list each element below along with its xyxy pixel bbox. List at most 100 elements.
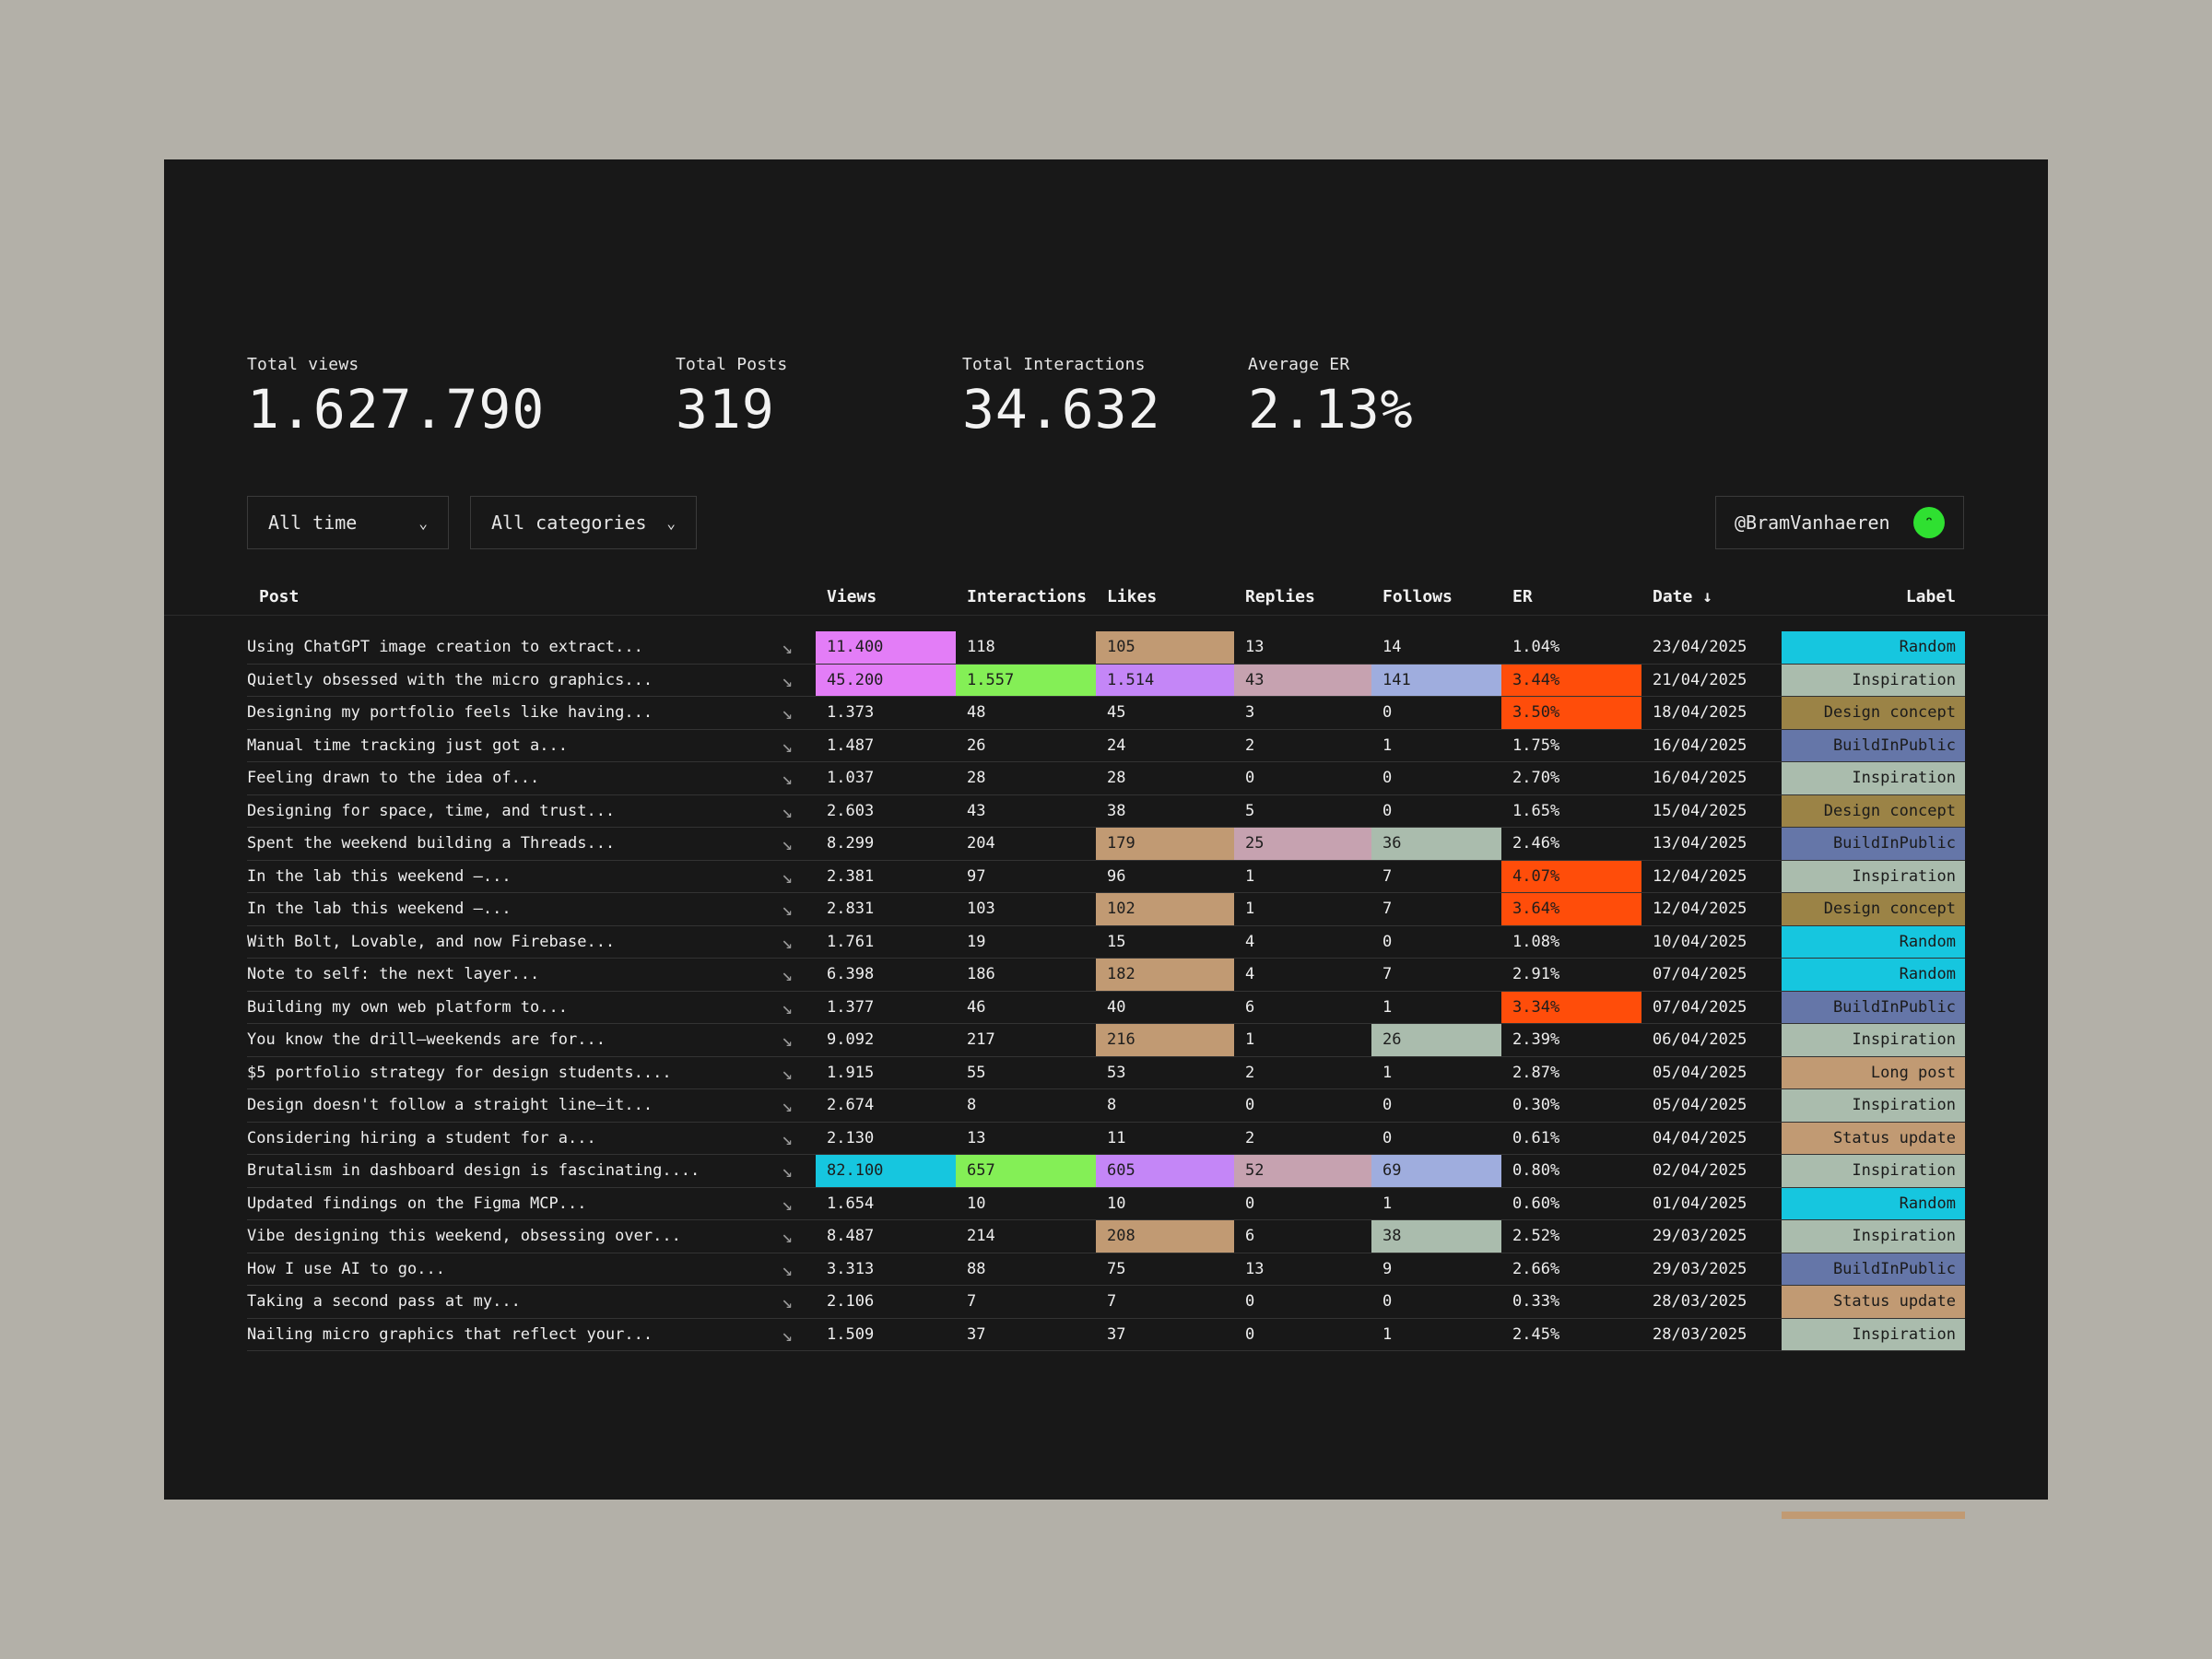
label-badge[interactable]: Design concept (1782, 794, 1965, 827)
table-row[interactable]: Updated findings on the Figma MCP... ↘ 1.6… (247, 1187, 1965, 1220)
post-title[interactable]: Designing my portfolio feels like having… (247, 703, 653, 722)
table-row[interactable]: Manual time tracking just got a... ↘ 1.487… (247, 729, 1965, 762)
column-header-date[interactable]: Date ↓ (1653, 587, 1713, 606)
post-title[interactable]: Quietly obsessed with the micro graphics… (247, 670, 653, 689)
label-badge[interactable]: BuildInPublic (1782, 729, 1965, 761)
table-row[interactable]: You know the drill—weekends are for... ↘ 9… (247, 1024, 1965, 1057)
post-title[interactable]: With Bolt, Lovable, and now Firebase... (247, 932, 616, 951)
category-filter-dropdown[interactable]: All categories ⌄ (470, 496, 697, 549)
post-title[interactable]: Updated findings on the Figma MCP... (247, 1194, 587, 1213)
table-row[interactable]: Designing my portfolio feels like having… (247, 697, 1965, 730)
arrow-down-right-icon[interactable]: ↘ (782, 963, 794, 985)
label-badge[interactable]: Design concept (1782, 697, 1965, 729)
table-row[interactable]: Spent the weekend building a Threads... ↘… (247, 828, 1965, 861)
post-title[interactable]: Taking a second pass at my... (247, 1292, 521, 1311)
table-row[interactable]: In the lab this weekend —... ↘ 2.831 103 102… (247, 893, 1965, 926)
arrow-down-right-icon[interactable]: ↘ (782, 1225, 794, 1247)
label-badge[interactable]: Random (1782, 1187, 1965, 1219)
arrow-down-right-icon[interactable]: ↘ (782, 1192, 794, 1215)
table-row[interactable]: Taking a second pass at my... ↘ 2.106 7 7 0 0 0… (247, 1286, 1965, 1319)
arrow-down-right-icon[interactable]: ↘ (782, 865, 794, 888)
post-title[interactable]: In the lab this weekend —... (247, 866, 512, 886)
account-button[interactable]: @BramVanhaeren ᵔ (1715, 496, 1964, 549)
post-title[interactable]: Brutalism in dashboard design is fascina… (247, 1161, 700, 1180)
table-row[interactable]: In the lab this weekend —... ↘ 2.381 97 96 1 7… (247, 860, 1965, 893)
label-badge[interactable]: Random (1782, 925, 1965, 958)
table-row[interactable]: Quietly obsessed with the micro graphics… (247, 664, 1965, 697)
label-badge[interactable]: Inspiration (1782, 860, 1965, 892)
post-title[interactable]: $5 portfolio strategy for design student… (247, 1063, 672, 1082)
label-badge[interactable]: Inspiration (1782, 1318, 1965, 1350)
table-row[interactable]: Feeling drawn to the idea of... ↘ 1.037 28 2… (247, 762, 1965, 795)
column-header-label[interactable]: Label (1905, 587, 1956, 606)
table-row[interactable]: Vibe designing this weekend, obsessing o… (247, 1220, 1965, 1253)
arrow-down-right-icon[interactable]: ↘ (782, 636, 794, 658)
label-badge[interactable]: Random (1782, 631, 1965, 664)
arrow-down-right-icon[interactable]: ↘ (782, 832, 794, 854)
table-row[interactable]: Using ChatGPT image creation to extract.… (247, 631, 1965, 665)
arrow-down-right-icon[interactable]: ↘ (782, 1061, 794, 1084)
post-title[interactable]: Manual time tracking just got a... (247, 735, 568, 755)
table-row[interactable]: How I use AI to go... ↘ 3.313 88 75 13 9 2.66% 2… (247, 1253, 1965, 1286)
label-badge[interactable]: BuildInPublic (1782, 991, 1965, 1023)
post-title[interactable]: In the lab this weekend —... (247, 900, 512, 918)
column-header-views[interactable]: Views (827, 587, 877, 606)
post-title[interactable]: Using ChatGPT image creation to extract.… (247, 638, 643, 656)
arrow-down-right-icon[interactable]: ↘ (782, 1290, 794, 1312)
table-row[interactable]: $5 portfolio strategy for design student… (247, 1056, 1965, 1089)
post-title[interactable]: How I use AI to go... (247, 1259, 445, 1278)
post-title[interactable]: Design doesn't follow a straight line—it… (247, 1096, 653, 1114)
post-title[interactable]: Feeling drawn to the idea of... (247, 769, 540, 787)
label-badge[interactable]: Inspiration (1782, 762, 1965, 794)
column-header-interactions[interactable]: Interactions (967, 587, 1088, 606)
post-title[interactable]: You know the drill—weekends are for... (247, 1030, 606, 1049)
arrow-down-right-icon[interactable]: ↘ (782, 898, 794, 920)
label-badge[interactable]: Random (1782, 959, 1965, 991)
post-title[interactable]: Nailing micro graphics that reflect your… (247, 1324, 653, 1344)
label-badge[interactable]: Status update (1782, 1286, 1965, 1318)
time-filter-dropdown[interactable]: All time ⌄ (247, 496, 449, 549)
arrow-down-right-icon[interactable]: ↘ (782, 1323, 794, 1346)
table-row[interactable]: Design doesn't follow a straight line—it… (247, 1089, 1965, 1123)
column-header-replies[interactable]: Replies (1245, 587, 1315, 606)
label-badge[interactable]: Inspiration (1782, 1024, 1965, 1056)
arrow-down-right-icon[interactable]: ↘ (782, 701, 794, 724)
table-row[interactable]: Note to self: the next layer... ↘ 6.398 186… (247, 959, 1965, 992)
table-row[interactable]: With Bolt, Lovable, and now Firebase... ↘… (247, 925, 1965, 959)
column-header-post[interactable]: Post (259, 587, 300, 606)
arrow-down-right-icon[interactable]: ↘ (782, 1029, 794, 1051)
post-title[interactable]: Vibe designing this weekend, obsessing o… (247, 1227, 681, 1245)
arrow-down-right-icon[interactable]: ↘ (782, 734, 794, 757)
arrow-down-right-icon[interactable]: ↘ (782, 799, 794, 822)
arrow-down-right-icon[interactable]: ↘ (782, 1094, 794, 1116)
arrow-down-right-icon[interactable]: ↘ (782, 668, 794, 691)
table-row[interactable]: Building my own web platform to... ↘ 1.377… (247, 991, 1965, 1024)
arrow-down-right-icon[interactable]: ↘ (782, 1257, 794, 1280)
label-badge[interactable]: Inspiration (1782, 1220, 1965, 1253)
label-badge[interactable]: Inspiration (1782, 1089, 1965, 1122)
label-badge[interactable]: BuildInPublic (1782, 828, 1965, 860)
arrow-down-right-icon[interactable]: ↘ (782, 995, 794, 1018)
post-title[interactable]: Note to self: the next layer... (247, 965, 540, 983)
post-title[interactable]: Designing for space, time, and trust... (247, 801, 616, 820)
column-header-follows[interactable]: Follows (1382, 587, 1453, 606)
arrow-down-right-icon[interactable]: ↘ (782, 1126, 794, 1149)
label-badge[interactable]: Status update (1782, 1122, 1965, 1154)
table-row[interactable]: Designing for space, time, and trust... ↘… (247, 794, 1965, 828)
label-badge[interactable]: BuildInPublic (1782, 1253, 1965, 1285)
label-badge[interactable]: Inspiration (1782, 664, 1965, 696)
arrow-down-right-icon[interactable]: ↘ (782, 767, 794, 789)
label-badge[interactable]: Design concept (1782, 893, 1965, 925)
post-title[interactable]: Considering hiring a student for a... (247, 1128, 596, 1147)
column-header-likes[interactable]: Likes (1107, 587, 1158, 606)
label-badge[interactable]: Long post (1782, 1056, 1965, 1088)
arrow-down-right-icon[interactable]: ↘ (782, 1159, 794, 1182)
post-title[interactable]: Spent the weekend building a Threads... (247, 834, 616, 853)
post-title[interactable]: Building my own web platform to... (247, 997, 568, 1017)
arrow-down-right-icon[interactable]: ↘ (782, 930, 794, 953)
column-header-er[interactable]: ER (1512, 587, 1533, 606)
table-row[interactable]: Considering hiring a student for a... ↘ 2.… (247, 1122, 1965, 1155)
table-row[interactable]: Nailing micro graphics that reflect your… (247, 1318, 1965, 1351)
label-badge[interactable]: Inspiration (1782, 1155, 1965, 1187)
table-row[interactable]: Brutalism in dashboard design is fascina… (247, 1155, 1965, 1188)
